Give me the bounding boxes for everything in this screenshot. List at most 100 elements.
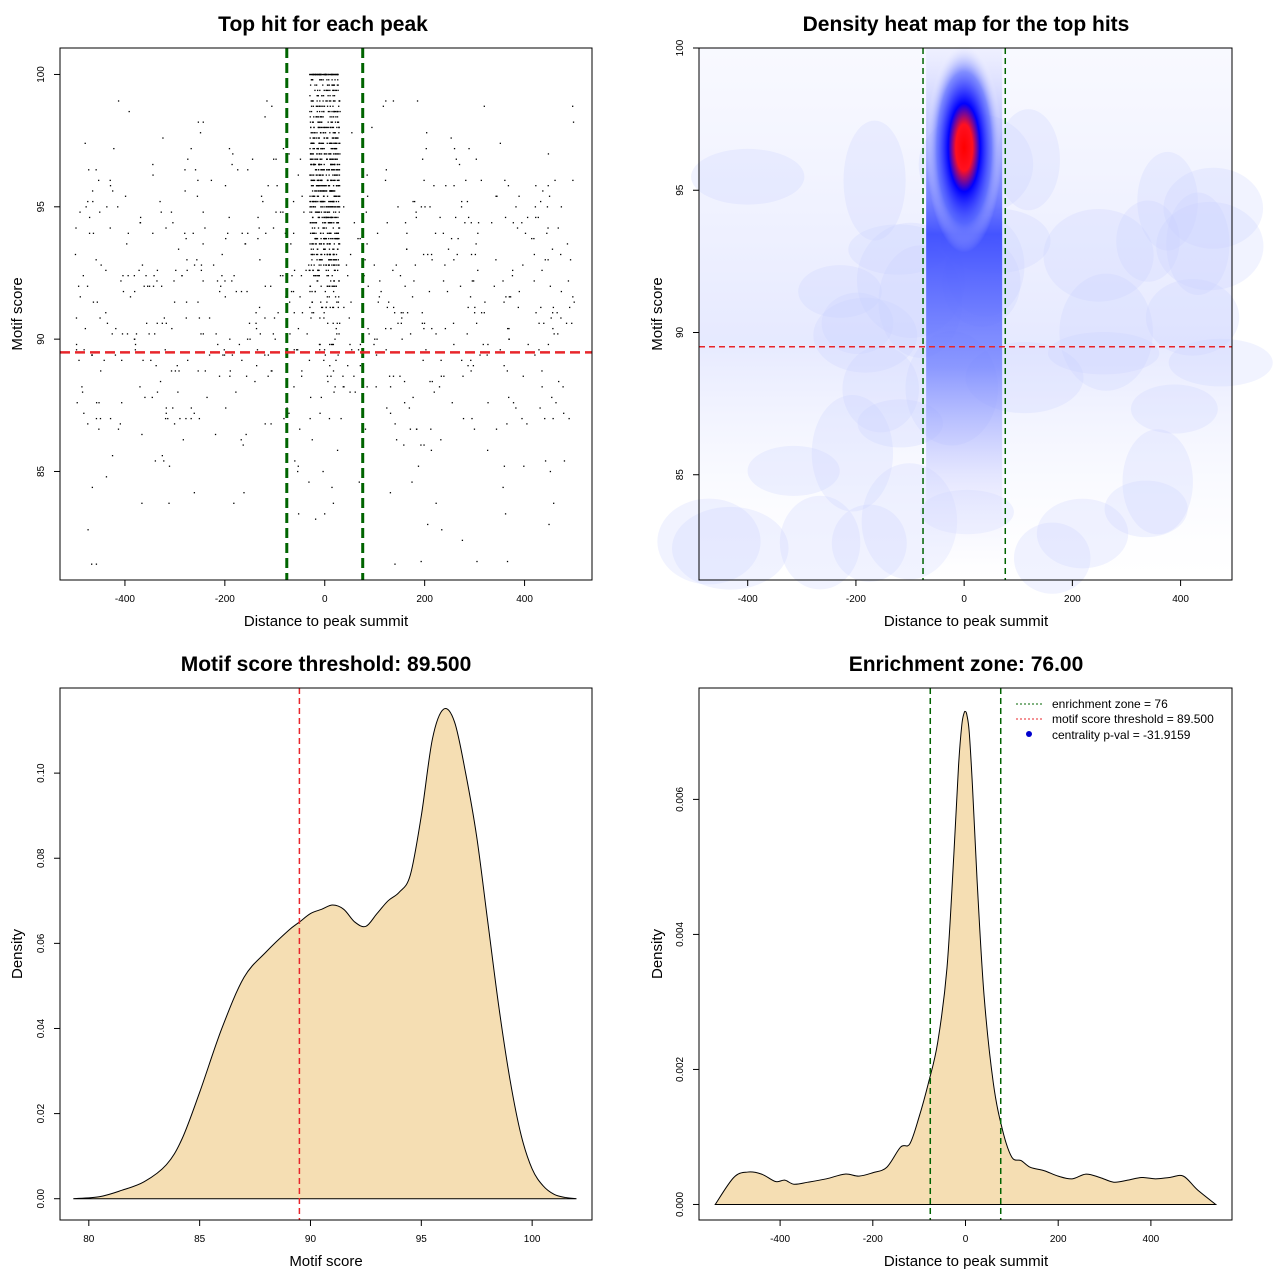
scatter-point — [332, 285, 334, 287]
scatter-point — [329, 206, 332, 208]
scatter-point — [182, 439, 184, 441]
heatmap-density-blob — [779, 495, 861, 590]
scatter-point — [321, 200, 324, 203]
x-tick-label: -200 — [215, 594, 235, 605]
scatter-point — [316, 179, 318, 182]
scatter-point — [336, 248, 339, 250]
scatter-point — [420, 560, 422, 563]
x-tick-label: 400 — [1143, 1234, 1160, 1245]
scatter-point — [560, 290, 563, 293]
scatter-point — [323, 153, 325, 155]
scatter-point — [323, 349, 326, 351]
scatter-point — [314, 211, 317, 213]
scatter-point — [331, 84, 333, 86]
scatter-point — [109, 185, 112, 187]
scatter-point — [309, 290, 311, 293]
scatter-point — [325, 174, 327, 176]
scatter-point — [313, 195, 316, 197]
scatter-point — [255, 365, 258, 367]
scatter-point — [328, 169, 331, 171]
score-density-area — [73, 708, 577, 1200]
scatter-point — [378, 296, 381, 298]
x-tick-label: 80 — [83, 1234, 95, 1245]
scatter-point — [99, 211, 101, 213]
scatter-point — [316, 89, 319, 92]
scatter-point — [334, 158, 337, 160]
scatter-point — [403, 444, 405, 446]
scatter-point — [133, 338, 136, 340]
scatter-point — [244, 243, 246, 245]
scatter-point — [309, 110, 311, 113]
scatter-point — [336, 169, 338, 171]
scatter-point — [509, 296, 512, 298]
scatter-point — [323, 206, 325, 208]
scatter-point — [350, 301, 352, 303]
scatter-point — [331, 190, 334, 192]
scatter-point — [309, 121, 312, 123]
scatter-ticks: -400 -200 0 200 400 85 90 95 100 — [36, 66, 533, 605]
scatter-point — [336, 322, 338, 324]
scatter-point — [336, 179, 339, 182]
scatter-point — [416, 100, 419, 102]
scatter-point — [184, 232, 186, 234]
scatter-point — [331, 216, 333, 219]
scatter-point — [314, 206, 317, 208]
scatter-point — [328, 211, 331, 213]
scatter-point — [563, 412, 565, 414]
scatter-point — [293, 269, 296, 272]
scatter-point — [333, 285, 336, 287]
scatter-point — [328, 232, 330, 234]
scatter-point — [335, 232, 338, 234]
scatter-point — [421, 312, 423, 314]
scatter-point — [453, 259, 455, 261]
scatter-point — [200, 264, 203, 266]
scatter-point — [316, 174, 318, 176]
scatter-point — [332, 105, 334, 107]
scatter-point — [311, 153, 313, 155]
scatter-point — [332, 264, 335, 266]
scatter-point — [320, 169, 322, 171]
scatter-point — [282, 211, 284, 213]
scatter-point — [313, 195, 315, 197]
scatter-y-axis-label: Motif score — [9, 277, 26, 350]
scatter-point — [334, 73, 336, 76]
scatter-point — [331, 206, 334, 208]
scatter-point — [328, 153, 330, 155]
scatter-point — [215, 333, 217, 335]
scatter-point — [160, 211, 162, 213]
scatter-point — [330, 343, 333, 346]
scatter-point — [317, 275, 319, 277]
scatter-point — [323, 163, 325, 166]
scatter-point — [198, 417, 201, 420]
scatter-point — [315, 73, 318, 76]
scatter-point — [551, 312, 554, 314]
scatter-point — [409, 333, 412, 335]
scatter-point — [323, 195, 325, 197]
scatter-point — [219, 290, 221, 293]
scatter-point — [328, 142, 331, 144]
scatter-point — [141, 502, 143, 504]
scatter-point — [425, 147, 427, 150]
scatter-point — [425, 349, 427, 351]
scatter-point — [309, 269, 311, 272]
scatter-point — [314, 84, 316, 86]
scatter-point — [327, 89, 329, 92]
scatter-point — [515, 206, 517, 208]
scatter-point — [325, 100, 327, 102]
scatter-point — [105, 269, 107, 272]
scatter-point — [327, 206, 330, 208]
scatter-point — [331, 147, 333, 150]
scatter-point — [109, 227, 111, 229]
scatter-point — [255, 312, 257, 314]
scatter-point — [311, 253, 314, 256]
scatter-point — [142, 359, 144, 362]
scatter-point — [544, 259, 546, 261]
scatter-point — [316, 116, 318, 118]
scatter-point — [462, 375, 464, 377]
scatter-point — [147, 285, 149, 287]
scatter-point — [237, 169, 239, 171]
y-tick-label: 0.08 — [36, 848, 47, 868]
scatter-point — [466, 333, 468, 335]
scatter-point — [483, 105, 485, 107]
scatter-point — [330, 100, 332, 102]
